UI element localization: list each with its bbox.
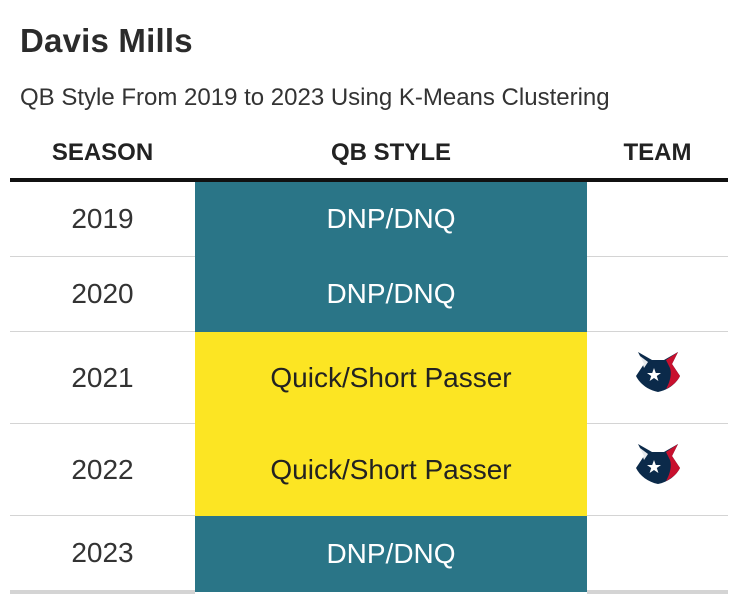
table-row: 2022 Quick/Short Passer (10, 423, 728, 516)
season-cell: 2021 (10, 331, 195, 424)
table-row: 2021 Quick/Short Passer (10, 331, 728, 424)
team-cell (587, 331, 728, 424)
table-row: 2020 DNP/DNQ (10, 256, 728, 332)
season-cell: 2020 (10, 256, 195, 332)
qb-style-cell: DNP/DNQ (195, 515, 587, 592)
houston-texans-logo-icon (587, 351, 728, 402)
qb-style-table: SEASON QB STYLE TEAM 2019 DNP/DNQ 2020 D… (10, 128, 728, 594)
houston-texans-logo-icon (587, 443, 728, 494)
table-row: 2019 DNP/DNQ (10, 180, 728, 257)
team-cell (587, 180, 728, 257)
column-header-team: TEAM (587, 128, 728, 182)
season-cell: 2019 (10, 180, 195, 257)
season-cell: 2023 (10, 515, 195, 594)
table-header-row: SEASON QB STYLE TEAM (10, 128, 728, 182)
qb-style-cell: DNP/DNQ (195, 180, 587, 257)
qb-style-cell: Quick/Short Passer (195, 331, 587, 424)
table-row: 2023 DNP/DNQ (10, 515, 728, 594)
page-title: Davis Mills (20, 22, 193, 59)
team-cell (587, 423, 728, 516)
team-cell (587, 515, 728, 594)
qb-style-cell: Quick/Short Passer (195, 423, 587, 516)
page-subtitle: QB Style From 2019 to 2023 Using K-Means… (20, 84, 610, 111)
column-header-season: SEASON (10, 128, 195, 182)
team-cell (587, 256, 728, 332)
column-header-qb-style: QB STYLE (195, 128, 587, 182)
season-cell: 2022 (10, 423, 195, 516)
qb-style-cell: DNP/DNQ (195, 256, 587, 332)
